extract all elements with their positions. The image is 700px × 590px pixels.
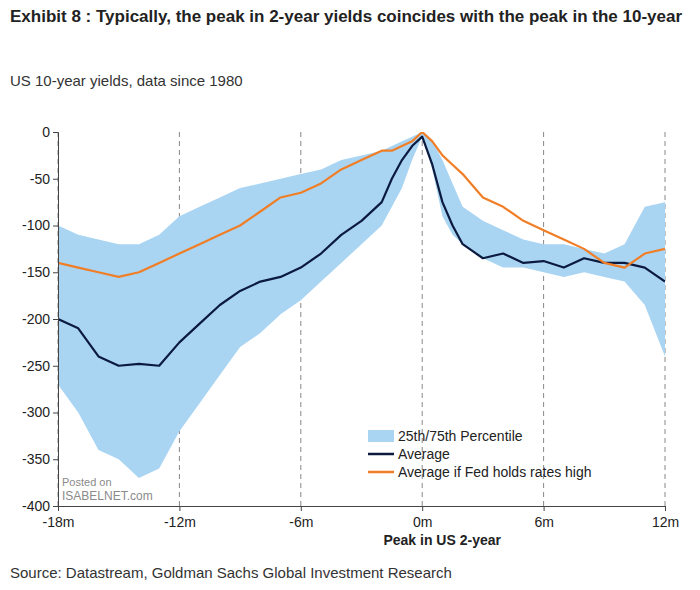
x-tick-label: 6m bbox=[534, 514, 553, 530]
watermark-text: ISABELNET.com bbox=[62, 489, 153, 503]
x-tick: -6m bbox=[289, 506, 313, 530]
x-axis-title: Peak in US 2-year bbox=[383, 532, 501, 548]
y-axis-line bbox=[53, 133, 59, 507]
series-line bbox=[58, 132, 665, 277]
y-tick: -300 bbox=[22, 404, 58, 420]
legend: 25th/75th Percentile Average Average if Fe… bbox=[368, 428, 592, 480]
y-tick-mark bbox=[53, 459, 58, 460]
y-tick: -200 bbox=[22, 311, 58, 327]
y-tick: -250 bbox=[22, 358, 58, 374]
y-tick: -100 bbox=[22, 217, 58, 233]
subtitle: US 10-year yields, data since 1980 bbox=[10, 72, 243, 89]
y-tick-label: -200 bbox=[22, 311, 50, 327]
watermark-text: Posted on bbox=[62, 476, 112, 488]
plot-area bbox=[58, 132, 665, 478]
legend-label: Average if Fed holds rates high bbox=[398, 464, 592, 480]
x-tick: 12m bbox=[652, 506, 679, 530]
y-tick: -150 bbox=[22, 264, 58, 280]
y-tick: 0 bbox=[42, 124, 58, 140]
x-tick-label: 0m bbox=[413, 514, 432, 530]
x-tick: -18m bbox=[43, 506, 75, 530]
y-tick-label: -300 bbox=[22, 404, 50, 420]
x-tick: -12m bbox=[164, 506, 196, 530]
grid-line bbox=[543, 132, 544, 506]
y-tick-label: -100 bbox=[22, 217, 50, 233]
title: Exhibit 8 : Typically, the peak in 2-yea… bbox=[10, 7, 682, 26]
y-tick-mark bbox=[53, 319, 58, 320]
series-line bbox=[58, 137, 665, 366]
x-tick-mark bbox=[544, 506, 545, 511]
legend-label: 25th/75th Percentile bbox=[398, 428, 523, 444]
y-tick: -400 bbox=[22, 498, 58, 514]
x-axis: -18m -12m -6m 0m 6m 12m bbox=[43, 506, 680, 530]
x-tick-mark bbox=[179, 506, 180, 511]
grid bbox=[58, 132, 665, 506]
x-tick: 0m bbox=[413, 506, 432, 530]
y-tick-mark bbox=[53, 413, 58, 414]
y-tick: -350 bbox=[22, 451, 58, 467]
chart: Exhibit 8 : Typically, the peak in 2-yea… bbox=[0, 0, 700, 590]
y-tick-mark bbox=[53, 226, 58, 227]
legend-swatch bbox=[368, 430, 394, 442]
percentile-band bbox=[58, 132, 665, 478]
x-tick-mark bbox=[665, 506, 666, 511]
y-tick-label: 0 bbox=[42, 124, 50, 140]
legend-item: Average if Fed holds rates high bbox=[368, 464, 592, 480]
legend-label: Average bbox=[398, 446, 450, 462]
x-tick-label: -18m bbox=[43, 514, 75, 530]
x-tick: 6m bbox=[534, 506, 553, 530]
source: Source: Datastream, Goldman Sachs Global… bbox=[10, 564, 452, 581]
legend-swatch bbox=[368, 471, 394, 474]
y-tick-mark bbox=[53, 132, 58, 133]
x-tick-label: -6m bbox=[289, 514, 313, 530]
x-tick-mark bbox=[58, 506, 59, 511]
y-tick-mark bbox=[53, 506, 58, 507]
legend-item: 25th/75th Percentile bbox=[368, 428, 523, 444]
y-tick-mark bbox=[53, 179, 58, 180]
y-tick-label: -250 bbox=[22, 358, 50, 374]
y-tick-label: -150 bbox=[22, 264, 50, 280]
legend-swatch bbox=[368, 453, 394, 456]
x-tick-label: -12m bbox=[164, 514, 196, 530]
x-axis-line bbox=[59, 507, 666, 512]
y-tick-mark bbox=[53, 366, 58, 367]
y-tick: -50 bbox=[30, 171, 58, 187]
y-tick-label: -400 bbox=[22, 498, 50, 514]
x-tick-mark bbox=[301, 506, 302, 511]
watermark: Posted onISABELNET.com bbox=[62, 476, 153, 503]
y-tick-mark bbox=[53, 272, 58, 273]
y-tick-label: -50 bbox=[30, 171, 50, 187]
x-tick-label: 12m bbox=[652, 514, 679, 530]
y-tick-label: -350 bbox=[22, 451, 50, 467]
legend-item: Average bbox=[368, 446, 450, 462]
x-tick-mark bbox=[422, 506, 423, 511]
y-axis: 0 -50 -100 -150 -200 -250 -300 -350 -400 bbox=[22, 124, 59, 514]
